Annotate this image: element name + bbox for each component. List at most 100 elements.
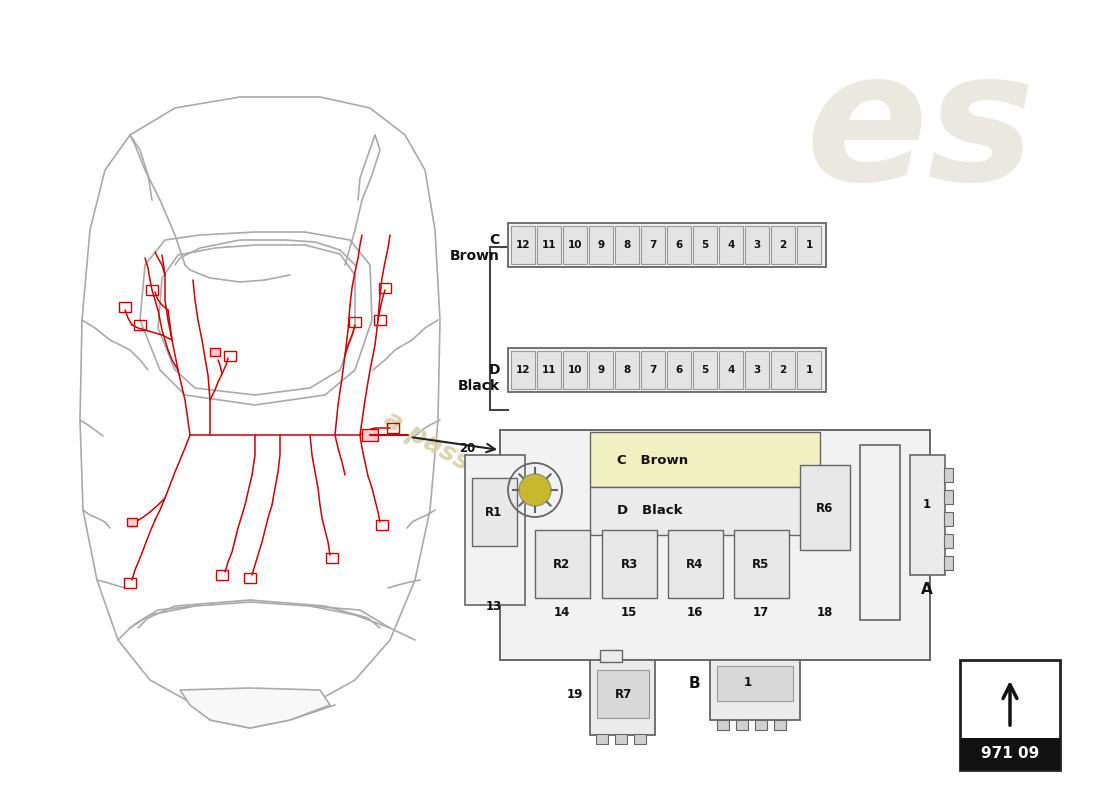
Text: 8: 8 (624, 240, 630, 250)
Text: 13: 13 (486, 599, 502, 613)
Text: R3: R3 (620, 558, 638, 570)
Text: 20: 20 (459, 442, 475, 454)
Text: 2: 2 (780, 240, 786, 250)
Text: C
Brown: C Brown (450, 233, 500, 263)
Bar (362, 429, 378, 441)
Bar (615, 734, 627, 744)
Bar (734, 530, 789, 598)
Bar (719, 351, 742, 389)
Bar (771, 226, 795, 264)
Bar (910, 455, 945, 575)
Bar (216, 570, 228, 580)
Bar (667, 351, 691, 389)
Bar (379, 283, 390, 293)
Bar (615, 226, 639, 264)
Bar (590, 487, 820, 535)
Text: 7: 7 (649, 240, 657, 250)
Text: 4: 4 (727, 365, 735, 375)
Text: 3: 3 (754, 240, 760, 250)
Text: 15: 15 (620, 606, 637, 618)
Bar (798, 351, 821, 389)
Text: R4: R4 (686, 558, 704, 570)
Text: 5: 5 (702, 240, 708, 250)
Bar (563, 351, 587, 389)
Bar (745, 351, 769, 389)
Bar (597, 670, 649, 718)
Text: D   Black: D Black (617, 505, 682, 518)
Bar (465, 455, 525, 605)
Text: 971 09: 971 09 (981, 746, 1040, 762)
Bar (774, 720, 786, 730)
Text: es: es (805, 42, 1035, 218)
Bar (634, 734, 646, 744)
Bar (224, 351, 236, 361)
Bar (588, 351, 613, 389)
Bar (508, 223, 826, 267)
Bar (124, 578, 136, 588)
Text: 12: 12 (516, 365, 530, 375)
Bar (387, 423, 399, 433)
Text: R6: R6 (816, 502, 834, 514)
Bar (600, 650, 621, 662)
Bar (710, 660, 800, 720)
Text: 1: 1 (805, 365, 813, 375)
Text: 6: 6 (675, 240, 683, 250)
Text: 7: 7 (649, 365, 657, 375)
Bar (126, 518, 138, 526)
Bar (693, 226, 717, 264)
Bar (374, 315, 386, 325)
Text: 10: 10 (568, 240, 582, 250)
Bar (244, 573, 256, 583)
Bar (146, 285, 158, 295)
Text: 11: 11 (541, 365, 557, 375)
Bar (119, 302, 131, 312)
Bar (944, 512, 953, 526)
Bar (376, 520, 388, 530)
Bar (349, 317, 361, 327)
Text: 10: 10 (568, 365, 582, 375)
Text: 5: 5 (702, 365, 708, 375)
Bar (944, 468, 953, 482)
Text: R5: R5 (752, 558, 770, 570)
Bar (719, 226, 742, 264)
Text: 19: 19 (566, 689, 583, 702)
Bar (944, 556, 953, 570)
Polygon shape (180, 688, 330, 728)
Text: 1: 1 (923, 498, 931, 511)
Text: D
Black: D Black (458, 363, 500, 393)
Bar (717, 720, 729, 730)
Text: 18: 18 (817, 606, 833, 618)
Bar (537, 351, 561, 389)
Text: 3: 3 (754, 365, 760, 375)
Text: R7: R7 (615, 687, 631, 701)
Bar (210, 348, 220, 356)
Bar (472, 478, 517, 546)
Bar (960, 660, 1060, 770)
Bar (596, 734, 608, 744)
Bar (944, 490, 953, 504)
Bar (512, 351, 535, 389)
Bar (800, 465, 850, 550)
Text: 11: 11 (541, 240, 557, 250)
Text: 14: 14 (553, 606, 570, 618)
Text: 9: 9 (597, 365, 605, 375)
Text: 1: 1 (744, 677, 752, 690)
Bar (508, 348, 826, 392)
Text: 6: 6 (675, 365, 683, 375)
Bar (717, 666, 793, 701)
Text: C   Brown: C Brown (617, 454, 689, 466)
Text: B: B (689, 675, 700, 690)
Text: 8: 8 (624, 365, 630, 375)
Bar (602, 530, 657, 598)
Bar (667, 226, 691, 264)
Text: R1: R1 (485, 506, 503, 518)
Bar (537, 226, 561, 264)
Text: 9: 9 (597, 240, 605, 250)
Circle shape (519, 474, 551, 506)
Bar (960, 738, 1060, 770)
Bar (590, 432, 820, 487)
Bar (755, 720, 767, 730)
Bar (326, 553, 338, 563)
Bar (641, 351, 666, 389)
Bar (588, 226, 613, 264)
